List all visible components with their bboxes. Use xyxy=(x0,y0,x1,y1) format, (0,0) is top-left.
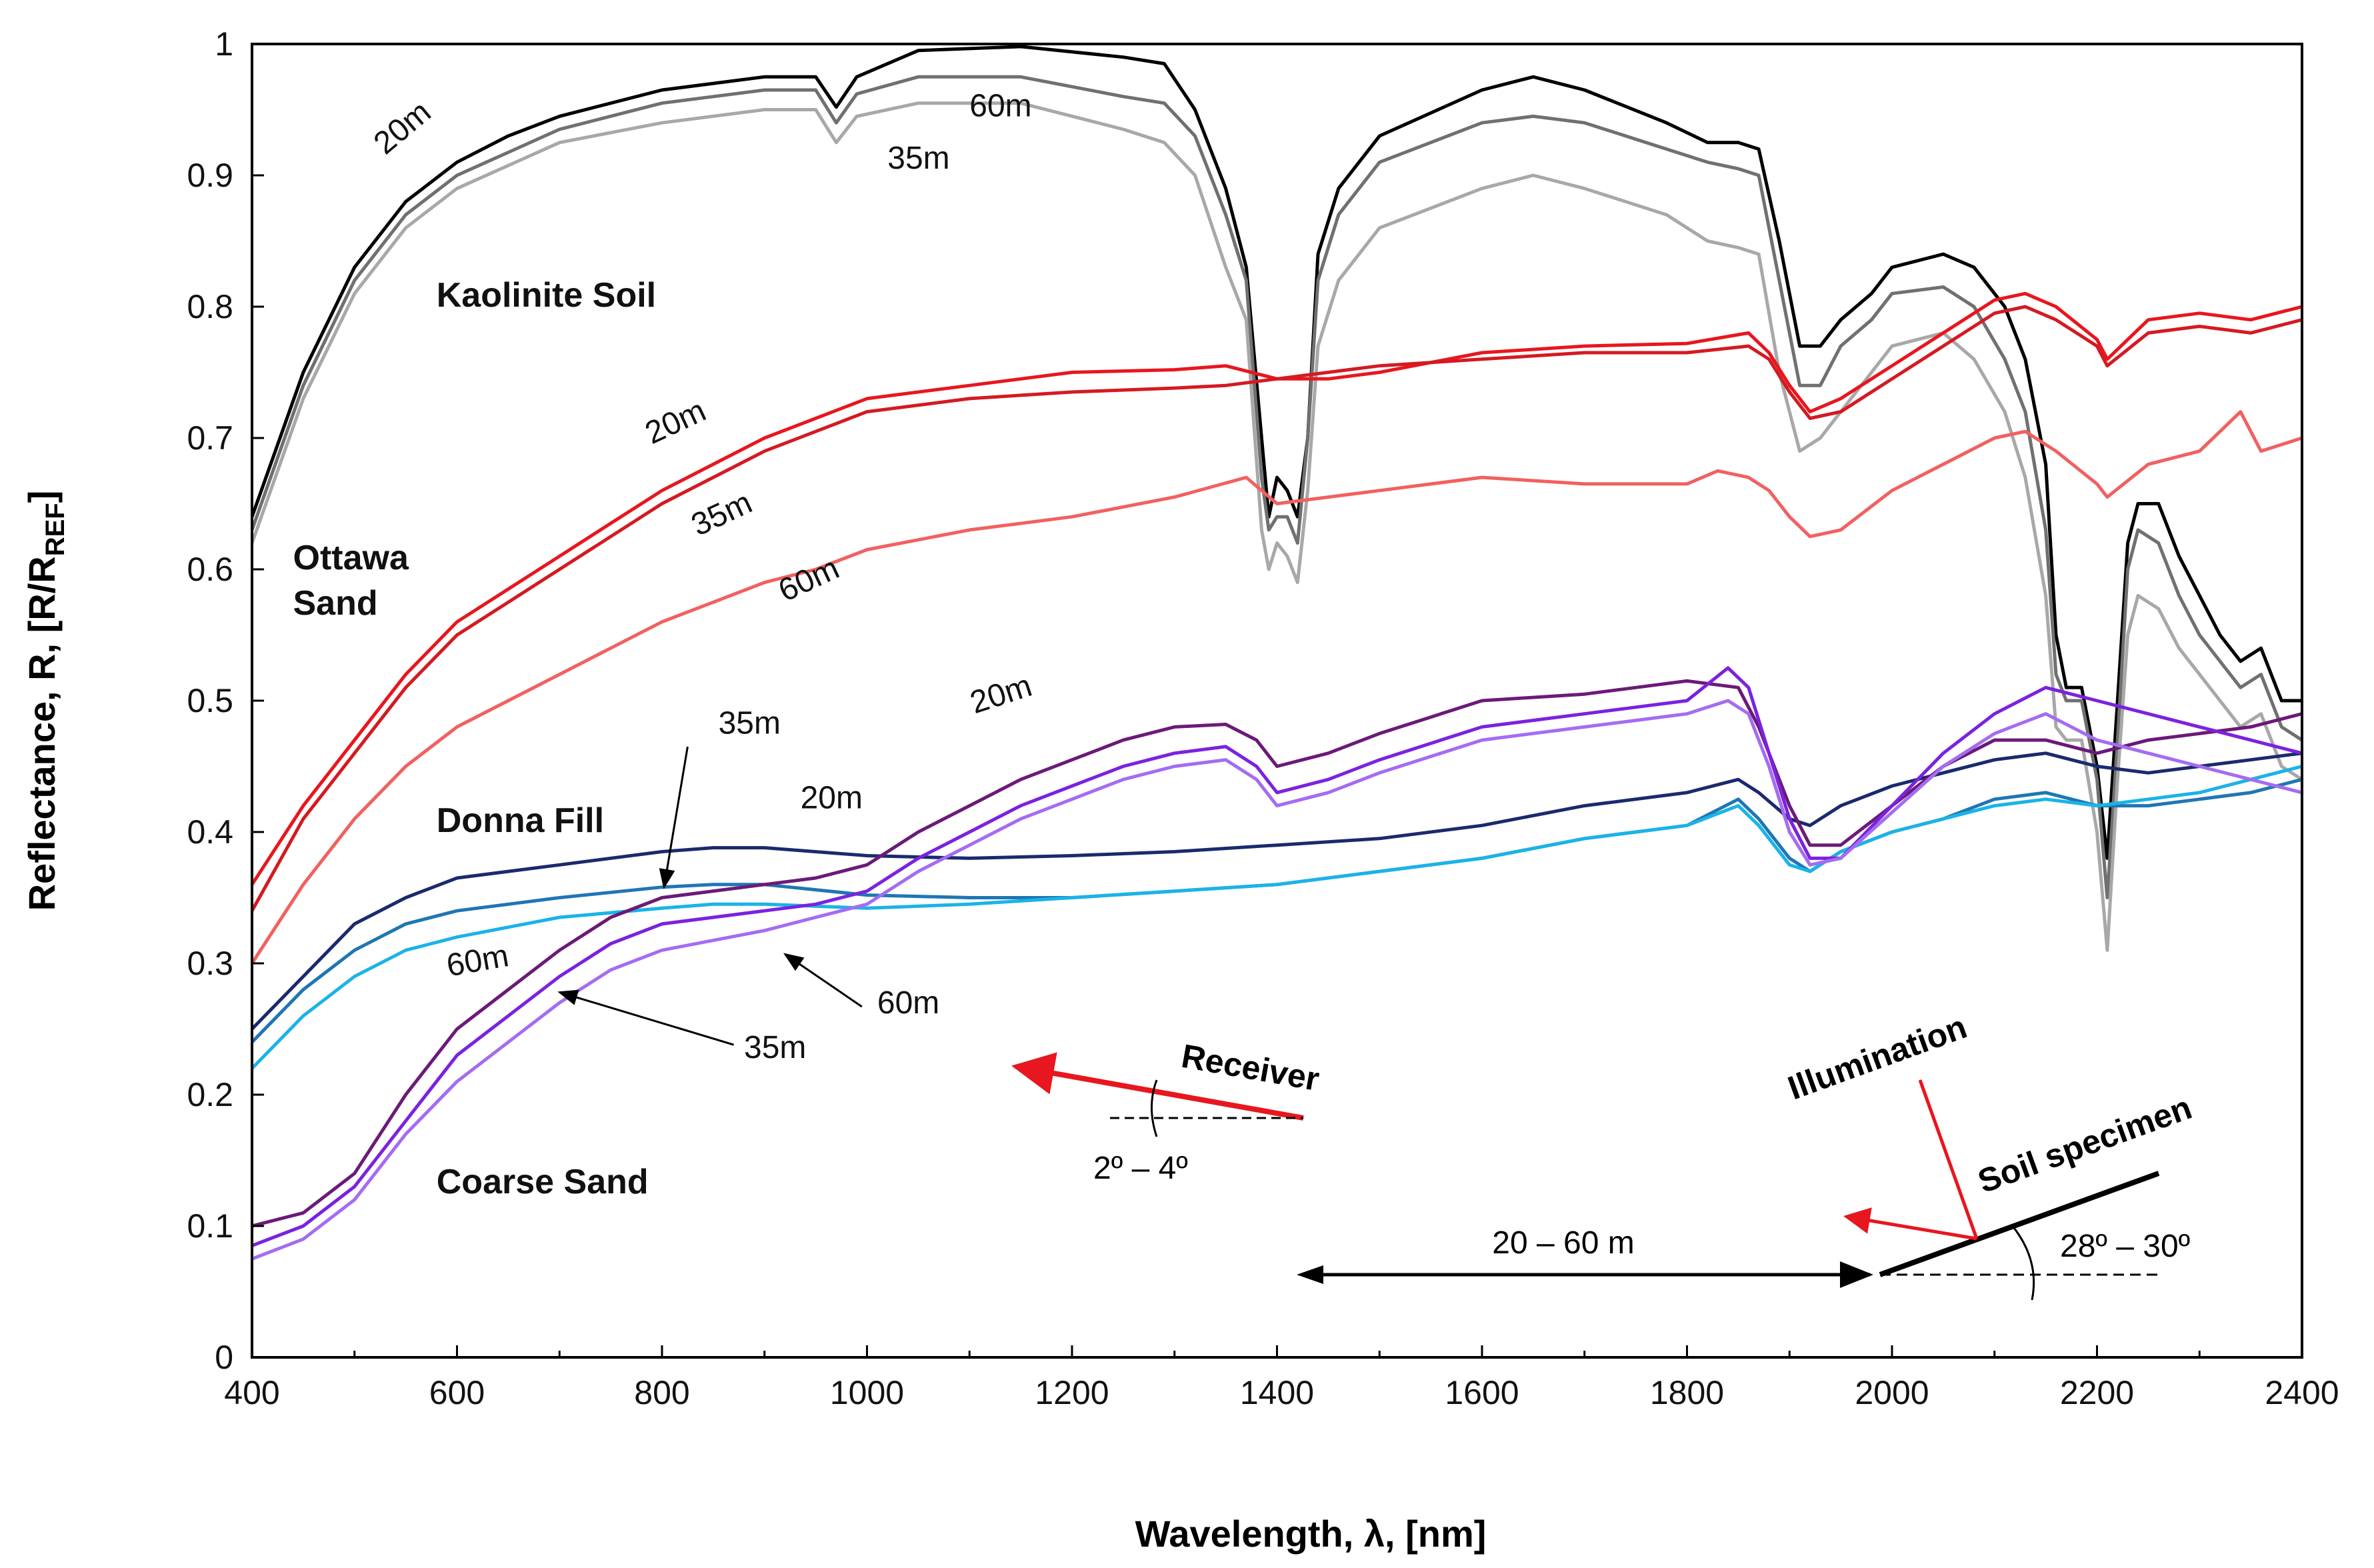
series-line-ottawa-sand-60m xyxy=(252,410,2302,965)
y-axis-title-close: ] xyxy=(21,491,63,503)
x-tick-label: 400 xyxy=(224,1374,279,1411)
receiver-angle-arc xyxy=(1151,1079,1158,1137)
leader-arrow xyxy=(783,953,863,1008)
group-label: Kaolinite Soil xyxy=(437,276,656,315)
y-tick-label: 0.1 xyxy=(187,1207,233,1245)
distance-label-60m: 60m xyxy=(877,985,939,1021)
group-label: Coarse Sand xyxy=(437,1163,649,1201)
group-label: Ottawa Sand xyxy=(293,539,409,623)
y-axis-title-sub: REF xyxy=(41,503,70,556)
series-line-ottawa-sand-20m xyxy=(252,291,2302,886)
specimen-angle-label: 28º – 30º xyxy=(2060,1229,2190,1264)
series-line-kaolinite-soil-60m xyxy=(252,75,2302,899)
specimen-surface xyxy=(1879,1171,2160,1277)
series-line-coarse-sand-35m xyxy=(252,666,2302,1247)
illumination-beam xyxy=(1918,1079,1979,1239)
series-layer xyxy=(252,45,2302,1261)
receiver-angle-label: 2º – 4º xyxy=(1093,1151,1188,1186)
distance-label-20m: 20m xyxy=(801,781,863,816)
y-tick-label: 0.4 xyxy=(187,813,233,851)
annotation-arrows xyxy=(557,746,863,1046)
ticks-layer: 400 600 800 1000 1200 1400 1600 1800 2000 2200 240… xyxy=(187,25,2339,1411)
group-label-line: Coarse Sand xyxy=(437,1163,649,1201)
y-tick-label: 0.8 xyxy=(187,288,233,325)
y-tick-label: 0.9 xyxy=(187,157,233,194)
y-tick-label: 0.6 xyxy=(187,551,233,588)
group-label-line: Sand xyxy=(293,584,378,623)
group-label-line: Kaolinite Soil xyxy=(437,276,656,315)
leader-arrow xyxy=(557,989,735,1046)
distance-label-35m: 35m xyxy=(744,1030,806,1065)
leader-arrow xyxy=(659,746,689,889)
distance-arrow-left-head xyxy=(1297,1265,1323,1284)
x-tick-label: 1800 xyxy=(1650,1374,1724,1411)
series-line-coarse-sand-20m xyxy=(252,679,2302,1228)
series-line-donna-fill-20m xyxy=(252,751,2302,1031)
distance-label: 20 – 60 m xyxy=(1492,1225,1634,1261)
group-labels: Kaolinite Soil Ottawa Sand Donna Fill Coarse… xyxy=(293,276,657,1201)
distance-label-35m: 35m xyxy=(719,705,781,741)
y-tick-label: 0.5 xyxy=(187,682,233,719)
x-axis-title: Wavelength, λ, [nm] xyxy=(1135,1513,1487,1555)
series-line-coarse-sand-60m xyxy=(252,699,2302,1261)
group-label-line: Donna Fill xyxy=(437,801,604,840)
y-axis-title: Reflectance, R, [R/RREF] xyxy=(21,491,70,911)
x-tick-label: 1400 xyxy=(1240,1374,1314,1411)
distance-label-35m: 35m xyxy=(887,141,949,176)
x-tick-label: 2000 xyxy=(1855,1374,1929,1411)
specimen-angle-arc xyxy=(2011,1225,2035,1301)
y-tick-label: 1 xyxy=(215,25,233,63)
series-line-kaolinite-soil-20m xyxy=(252,45,2302,860)
x-tick-label: 800 xyxy=(634,1374,689,1411)
series-line-ottawa-sand-35m xyxy=(252,305,2302,912)
x-tick-label: 1600 xyxy=(1445,1374,1519,1411)
x-tick-label: 600 xyxy=(429,1374,485,1411)
x-tick-label: 2200 xyxy=(2060,1374,2134,1411)
group-label-line: Ottawa xyxy=(293,539,409,577)
series-line-kaolinite-soil-35m xyxy=(252,101,2302,952)
x-tick-label: 1000 xyxy=(830,1374,904,1411)
y-tick-label: 0.7 xyxy=(187,419,233,457)
distance-label-60m: 60m xyxy=(969,88,1031,123)
plot-frame xyxy=(251,43,2303,1359)
y-tick-label: 0.2 xyxy=(187,1076,233,1113)
y-tick-label: 0 xyxy=(215,1339,233,1376)
reflected-beam xyxy=(1843,1207,1977,1241)
y-axis-title-main: Reflectance, R, [R/R xyxy=(21,556,63,911)
group-label: Donna Fill xyxy=(437,801,604,840)
receiver-beam xyxy=(1011,1052,1304,1121)
series-line-donna-fill-60m xyxy=(252,765,2302,1070)
x-tick-label: 2400 xyxy=(2265,1374,2339,1411)
y-tick-label: 0.3 xyxy=(187,945,233,982)
distance-indicator: 20 – 60 m xyxy=(1297,1225,1873,1288)
x-tick-label: 1200 xyxy=(1035,1374,1109,1411)
